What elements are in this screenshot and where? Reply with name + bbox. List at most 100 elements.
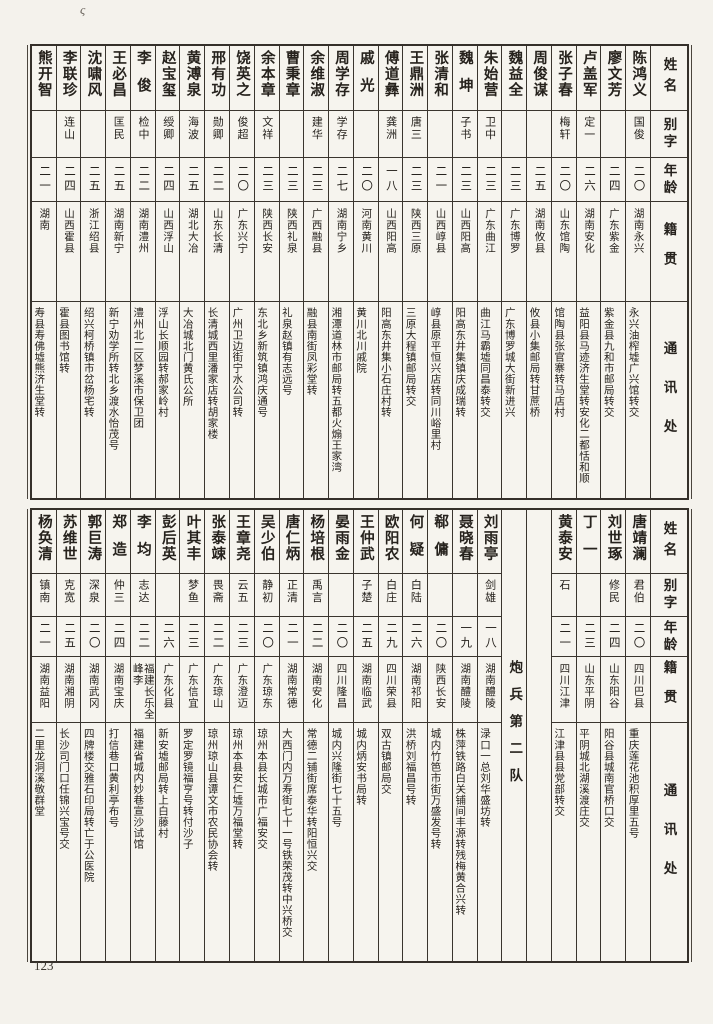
name-cell-text: 唐靖澜 <box>630 514 647 563</box>
address-cell: 阳谷县城南官桥口交 <box>601 723 625 961</box>
native-place-cell: 山东阳谷 <box>601 657 626 723</box>
courtesy-name-cell: 正清 <box>279 574 304 617</box>
person-column: 刘雨亭 剑雄 一八 湖南醴陵 渌口一总刘华盛坊转 <box>476 510 502 961</box>
name-cell-text: 饶英之 <box>233 50 250 99</box>
name-cell: 刘世琢 <box>601 510 626 574</box>
age-cell-text: 一九 <box>459 622 472 651</box>
courtesy-name-cell-text: 俊超 <box>236 116 249 141</box>
address-cell: 益阳县马迹济生堂转安化二都恬和顺 <box>577 302 601 498</box>
age-cell: 二〇 <box>254 617 279 657</box>
address-cell-text: 罗定罗镜福亨号转付沙子 <box>181 728 193 850</box>
native-place-cell-text: 山西阳高 <box>384 208 396 254</box>
person-column: 王仲武 子楚 二五 湖南临武 城内炳安书局转 <box>352 510 378 961</box>
native-place-cell: 广东琼东 <box>254 657 279 723</box>
address-cell-text: 东北乡新筑镇鸿庆通号 <box>256 307 268 418</box>
age-cell: 二三 <box>254 158 279 202</box>
age-cell-text: 二三 <box>459 165 472 194</box>
name-cell: 杨培根 <box>304 510 329 574</box>
age-cell: 二二 <box>130 158 155 202</box>
age-cell-text: 二一 <box>38 622 51 651</box>
courtesy-name-cell: 定一 <box>576 111 601 158</box>
person-column: 余本章 文祥 二三 陕西长安 东北乡新筑镇鸿庆通号 <box>253 46 279 498</box>
age-cell-text: 二〇 <box>261 622 274 651</box>
name-cell: 周俊谋 <box>527 46 551 111</box>
age-cell-text: 二七 <box>335 165 348 194</box>
age-cell-text: 二六 <box>162 622 174 651</box>
address-cell: 常德二铺街席泰华转阳恒兴交 <box>304 723 328 961</box>
native-place-cell: 山西阳高 <box>378 202 403 302</box>
age-cell-text: 二〇 <box>558 165 571 194</box>
native-place-cell: 山西霍县 <box>56 202 81 302</box>
native-place-cell: 山东平阴 <box>576 657 601 723</box>
name-cell-text: 王仲武 <box>357 514 374 563</box>
native-place-cell-text: 陕西长安 <box>434 663 446 709</box>
courtesy-name-cell <box>81 111 106 158</box>
courtesy-name-cell: 卫中 <box>477 111 502 158</box>
header-label: 通讯处 <box>651 302 687 498</box>
address-cell-text: 株萍铁路白关铺间丰源转残梅黄合兴转 <box>454 728 466 916</box>
age-cell: 二五 <box>527 158 551 202</box>
header-column: 姓名 别字 年龄 籍贯 通讯处 <box>650 510 687 961</box>
name-cell-text: 郭巨涛 <box>85 514 102 563</box>
courtesy-name-cell-text: 石 <box>557 579 570 592</box>
person-column: 廖文芳 二四 广东紫金 紫金县九和市邮局转交 <box>600 46 626 498</box>
courtesy-name-cell: 静初 <box>254 574 279 617</box>
native-place-cell-text: 山西崞县 <box>434 208 446 254</box>
name-cell-text: 邢有功 <box>209 50 226 99</box>
name-cell: 晏雨金 <box>329 510 353 574</box>
address-cell: 株萍铁路白关铺间丰源转残梅黄合兴转 <box>453 723 477 961</box>
courtesy-name-cell: 畏斋 <box>205 574 229 617</box>
native-place-cell-text: 广东兴宁 <box>236 208 248 254</box>
address-cell: 二里龙洞溪敬群堂 <box>32 723 56 961</box>
header-label: 籍贯 <box>651 202 687 302</box>
address-cell-text: 城内炳安书局转 <box>355 728 367 806</box>
native-place-cell: 广东琼山 <box>205 657 229 723</box>
age-cell: 一九 <box>452 617 477 657</box>
header-label-text: 通讯处 <box>661 341 677 459</box>
address-cell: 寿县寿佛墟熊济生堂转 <box>32 302 56 498</box>
name-cell: 黄泰安 <box>551 510 576 574</box>
native-place-cell: 广东博罗 <box>502 202 527 302</box>
native-place-cell-text: 湖南武冈 <box>87 663 99 709</box>
address-cell-text: 广州卫边街宁水公司转 <box>231 307 243 418</box>
native-place-cell-text: 广东琼山 <box>211 663 223 709</box>
courtesy-name-cell: 石 <box>551 574 576 617</box>
courtesy-name-cell: 绶卿 <box>155 111 180 158</box>
native-place-cell: 湖南常德 <box>279 657 304 723</box>
age-cell-text: 二四 <box>162 165 174 194</box>
address-cell-text: 常德二铺街席泰华转阳恒兴交 <box>305 728 317 872</box>
address-cell-text: 阳高东井集小石庄村转 <box>379 307 391 418</box>
name-cell-text: 沈啸风 <box>85 50 102 99</box>
header-label-text: 别字 <box>661 117 677 151</box>
courtesy-name-cell: 匡民 <box>106 111 130 158</box>
native-place-cell-text: 山西阳高 <box>459 208 471 254</box>
name-cell: 戚光 <box>353 46 378 111</box>
scan-pen-mark: ς <box>80 2 86 17</box>
person-column: 魏益全 二三 广东博罗 广东博罗城大街新进兴 <box>501 46 527 498</box>
person-column: 卢盖军 定一 二六 湖南安化 益阳县马迹济生堂转安化二都恬和顺 <box>575 46 601 498</box>
person-column: 苏维世 克宽 二五 湖南湘阴 长沙司门口任锦兴宝号交 <box>55 510 81 961</box>
age-cell-text: 二五 <box>62 622 75 651</box>
age-cell-text: 二五 <box>533 165 546 194</box>
address-cell: 琼州本县安仁墟万福堂转 <box>230 723 254 961</box>
person-column: 朱始营 卫中 二三 广东曲江 曲江马霸墟同昌泰转交 <box>476 46 502 498</box>
age-cell: 二二 <box>130 617 155 657</box>
address-cell: 三原大程镇邮局转交 <box>403 302 427 498</box>
courtesy-name-cell-text: 学存 <box>335 116 348 141</box>
section-label: 炮兵第二队 <box>507 660 523 795</box>
courtesy-name-cell: 梦鱼 <box>180 574 205 617</box>
native-place-cell-text: 四川巴县 <box>632 663 644 709</box>
age-cell: 二四 <box>56 158 81 202</box>
address-cell: 崞县原平恒兴店转同川峪里村 <box>428 302 452 498</box>
age-cell: 二四 <box>601 158 626 202</box>
age-cell-text: 二三 <box>508 165 521 194</box>
name-cell: 张泰竦 <box>205 510 229 574</box>
native-place-cell-text: 山西浮山 <box>162 208 174 254</box>
age-cell: 二五 <box>81 158 106 202</box>
address-cell: 攸县小集邮局转甘蔗桥 <box>527 302 551 498</box>
age-cell: 二六 <box>403 617 428 657</box>
native-place-cell-text: 山东阳谷 <box>607 663 619 709</box>
address-cell-text: 阳高东井集镇庆成瑞转 <box>454 307 466 418</box>
courtesy-name-cell <box>576 574 601 617</box>
address-cell-text: 礼泉赵镇有志远号 <box>280 307 292 396</box>
